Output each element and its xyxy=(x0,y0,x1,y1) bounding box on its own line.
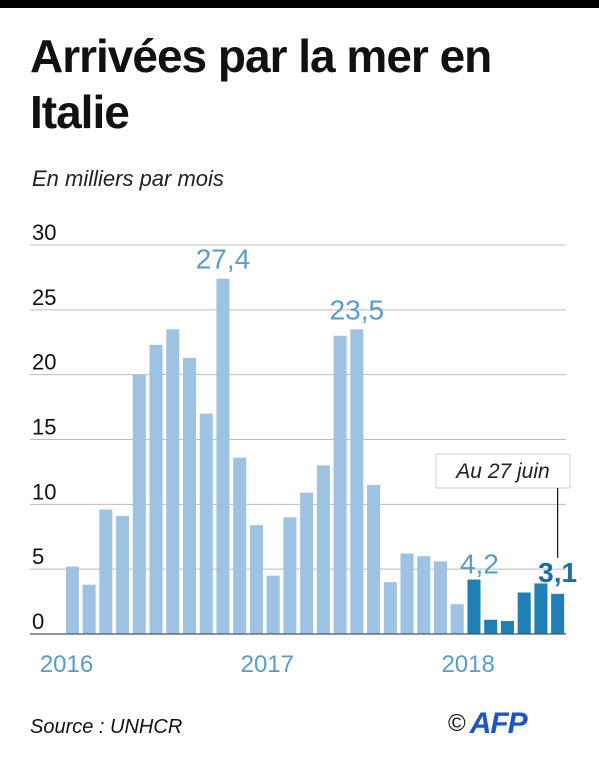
annotation-text: Au 27 juin xyxy=(454,460,549,483)
copyright-icon: © xyxy=(448,710,466,737)
annotation-box xyxy=(435,453,571,489)
bar xyxy=(367,484,381,634)
chart-title: Arrivées par la mer en Italie xyxy=(30,30,492,138)
bar xyxy=(417,556,431,634)
bar xyxy=(350,329,364,634)
bar xyxy=(467,579,481,634)
bar xyxy=(149,344,163,634)
source-note: Source : UNHCR xyxy=(30,716,183,738)
data-label: 23,5 xyxy=(330,294,385,325)
afp-logo: © AFP xyxy=(448,706,528,742)
data-label: 27,4 xyxy=(196,244,251,275)
y-tick-label: 30 xyxy=(32,222,56,245)
bar xyxy=(517,592,531,634)
y-tick-label: 15 xyxy=(32,415,56,440)
bar-chart: 0 5 10 15 20 25 30 2016 2017 2018 27,4 23,5 4,2 3,1 Au… xyxy=(30,222,577,678)
bar xyxy=(182,357,197,634)
year-label: 2018 xyxy=(441,651,494,678)
bar xyxy=(551,593,565,634)
bar xyxy=(249,525,263,634)
year-label: 2017 xyxy=(241,651,294,678)
bar xyxy=(233,457,247,634)
chart-subtitle: En milliers par mois xyxy=(32,166,224,191)
y-tick-label: 20 xyxy=(32,350,56,375)
bar xyxy=(199,413,213,634)
bar xyxy=(283,517,297,634)
bar xyxy=(65,566,79,634)
bar xyxy=(383,582,397,634)
afp-logo-text: AFP xyxy=(469,707,528,740)
bar xyxy=(500,621,514,634)
bar xyxy=(484,619,498,634)
bar xyxy=(266,575,280,634)
bar xyxy=(99,509,113,634)
year-label: 2016 xyxy=(40,651,93,678)
bar xyxy=(534,583,548,634)
bar xyxy=(166,329,180,634)
bar xyxy=(216,278,230,634)
bar xyxy=(116,516,130,634)
bar xyxy=(450,604,464,634)
bar xyxy=(400,553,414,634)
y-tick-label: 0 xyxy=(32,609,44,634)
bar xyxy=(433,561,448,634)
bar xyxy=(132,374,146,634)
y-tick-label: 5 xyxy=(32,544,44,569)
y-tick-label: 10 xyxy=(32,479,56,504)
y-tick-label: 25 xyxy=(32,285,56,310)
bar xyxy=(82,584,96,634)
bar xyxy=(300,492,314,634)
data-label: 4,2 xyxy=(460,549,499,580)
top-bar xyxy=(0,0,599,8)
bar xyxy=(333,335,347,634)
bar xyxy=(316,465,330,634)
data-label: 3,1 xyxy=(538,557,577,588)
